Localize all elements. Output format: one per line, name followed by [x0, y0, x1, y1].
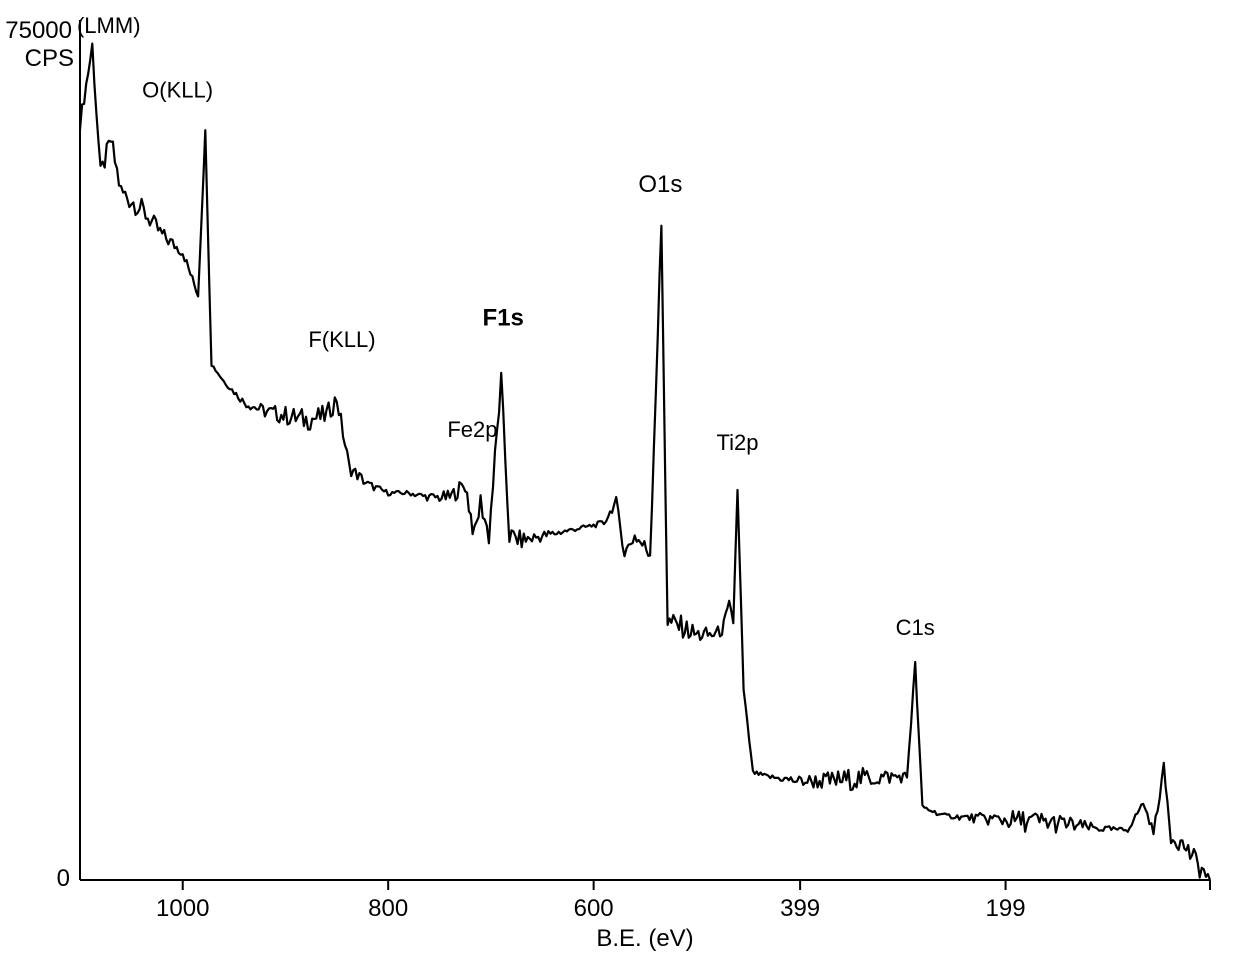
xps-spectrum-chart: 1000 800 600 399 199 B.E. (eV) 75000CPS 0 (LMM) O…	[0, 0, 1240, 955]
y-max-label: 75000	[5, 17, 72, 44]
x-tick-label: 800	[368, 895, 408, 922]
spectrum-line	[80, 44, 1210, 880]
peak-label: C1s	[896, 615, 935, 640]
chart-svg: 1000 800 600 399 199 B.E. (eV) 75000CPS 0 (LMM) O…	[0, 0, 1240, 955]
peak-label: (LMM)	[77, 13, 141, 38]
peak-label: O1s	[638, 171, 682, 198]
peak-label: O(KLL)	[142, 77, 213, 102]
peak-label: F1s	[483, 304, 524, 331]
peak-label: Ti2p	[716, 430, 758, 455]
x-tick-label: 399	[780, 895, 820, 922]
x-tick-label: 600	[574, 895, 614, 922]
peak-label: F(KLL)	[308, 327, 375, 352]
y-unit-label: CPS	[25, 45, 74, 72]
y-zero-label: 0	[57, 865, 70, 892]
x-tick-label: 199	[986, 895, 1026, 922]
peak-label: Fe2p	[447, 417, 497, 442]
x-axis-label: B.E. (eV)	[596, 925, 693, 952]
x-tick-label: 1000	[156, 895, 209, 922]
